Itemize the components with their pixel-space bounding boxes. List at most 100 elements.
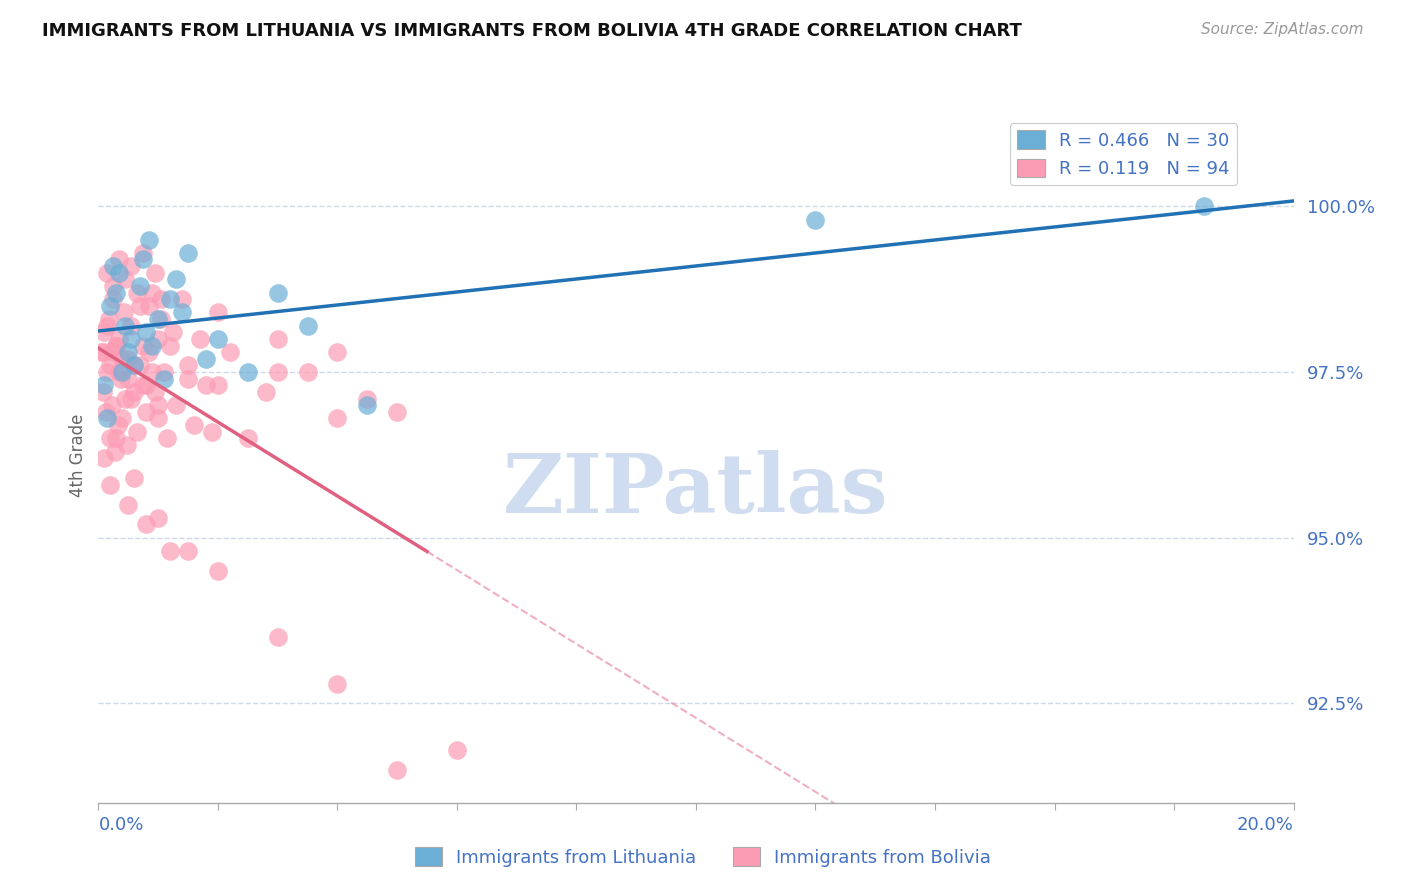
- Point: [93, 345, 115, 359]
- Point: [120, 259, 142, 273]
- Point: [207, 378, 229, 392]
- Point: [98, 299, 122, 313]
- Point: [326, 345, 349, 359]
- Text: IMMIGRANTS FROM LITHUANIA VS IMMIGRANTS FROM BOLIVIA 4TH GRADE CORRELATION CHART: IMMIGRANTS FROM LITHUANIA VS IMMIGRANTS …: [42, 22, 1022, 40]
- Point: [150, 312, 173, 326]
- Point: [103, 345, 125, 359]
- Point: [114, 318, 136, 333]
- Point: [135, 405, 157, 419]
- Point: [91, 384, 114, 399]
- Point: [267, 365, 290, 379]
- Point: [138, 345, 160, 359]
- Point: [100, 398, 122, 412]
- Point: [143, 384, 166, 399]
- Point: [96, 365, 118, 379]
- Point: [138, 233, 160, 247]
- Point: [112, 305, 135, 319]
- Point: [108, 365, 131, 379]
- Point: [94, 405, 117, 419]
- Point: [132, 378, 155, 392]
- Point: [177, 359, 200, 373]
- Point: [172, 292, 194, 306]
- Point: [129, 299, 152, 313]
- Point: [141, 365, 163, 379]
- Text: ZIPatlas: ZIPatlas: [503, 450, 889, 530]
- Point: [108, 332, 131, 346]
- Point: [177, 544, 200, 558]
- Text: Source: ZipAtlas.com: Source: ZipAtlas.com: [1201, 22, 1364, 37]
- Point: [165, 398, 187, 412]
- Point: [111, 411, 134, 425]
- Point: [110, 372, 132, 386]
- Point: [138, 299, 160, 313]
- Point: [177, 372, 200, 386]
- Point: [141, 285, 163, 300]
- Point: [96, 318, 118, 333]
- Point: [156, 431, 179, 445]
- Point: [120, 392, 142, 406]
- Point: [93, 326, 115, 340]
- Point: [188, 332, 211, 346]
- Point: [148, 411, 170, 425]
- Point: [207, 305, 229, 319]
- Point: [183, 418, 205, 433]
- Point: [141, 338, 163, 352]
- Point: [165, 272, 187, 286]
- Point: [98, 477, 122, 491]
- Point: [127, 425, 149, 439]
- Point: [153, 372, 176, 386]
- Point: [111, 351, 134, 366]
- Point: [105, 285, 128, 300]
- Point: [159, 338, 181, 352]
- Point: [297, 365, 319, 379]
- Y-axis label: 4th Grade: 4th Grade: [69, 413, 87, 497]
- Point: [153, 365, 176, 379]
- Point: [117, 351, 139, 366]
- Point: [267, 285, 290, 300]
- Point: [207, 332, 229, 346]
- Point: [159, 292, 181, 306]
- Point: [207, 564, 229, 578]
- Point: [132, 252, 155, 267]
- Point: [96, 411, 118, 425]
- Point: [120, 332, 142, 346]
- Point: [804, 212, 827, 227]
- Point: [96, 266, 118, 280]
- Point: [93, 451, 115, 466]
- Point: [103, 279, 125, 293]
- Point: [132, 245, 155, 260]
- Legend: R = 0.466   N = 30, R = 0.119   N = 94: R = 0.466 N = 30, R = 0.119 N = 94: [1011, 123, 1237, 186]
- Point: [98, 312, 121, 326]
- Point: [1192, 199, 1215, 213]
- Point: [326, 676, 349, 690]
- Point: [356, 398, 378, 412]
- Point: [267, 332, 290, 346]
- Point: [124, 359, 146, 373]
- Point: [297, 318, 319, 333]
- Point: [446, 743, 468, 757]
- Point: [135, 378, 157, 392]
- Point: [98, 431, 122, 445]
- Point: [117, 372, 139, 386]
- Point: [150, 292, 173, 306]
- Point: [108, 252, 131, 267]
- Point: [117, 498, 139, 512]
- Point: [236, 431, 259, 445]
- Point: [90, 345, 112, 359]
- Point: [148, 332, 170, 346]
- Point: [194, 351, 218, 366]
- Point: [103, 292, 125, 306]
- Point: [159, 544, 181, 558]
- Point: [103, 259, 125, 273]
- Point: [385, 763, 409, 777]
- Point: [105, 338, 128, 352]
- Point: [104, 444, 127, 458]
- Point: [135, 517, 157, 532]
- Point: [114, 272, 136, 286]
- Point: [129, 359, 152, 373]
- Point: [162, 326, 184, 340]
- Point: [143, 266, 166, 280]
- Point: [148, 312, 170, 326]
- Point: [115, 438, 138, 452]
- Point: [254, 384, 277, 399]
